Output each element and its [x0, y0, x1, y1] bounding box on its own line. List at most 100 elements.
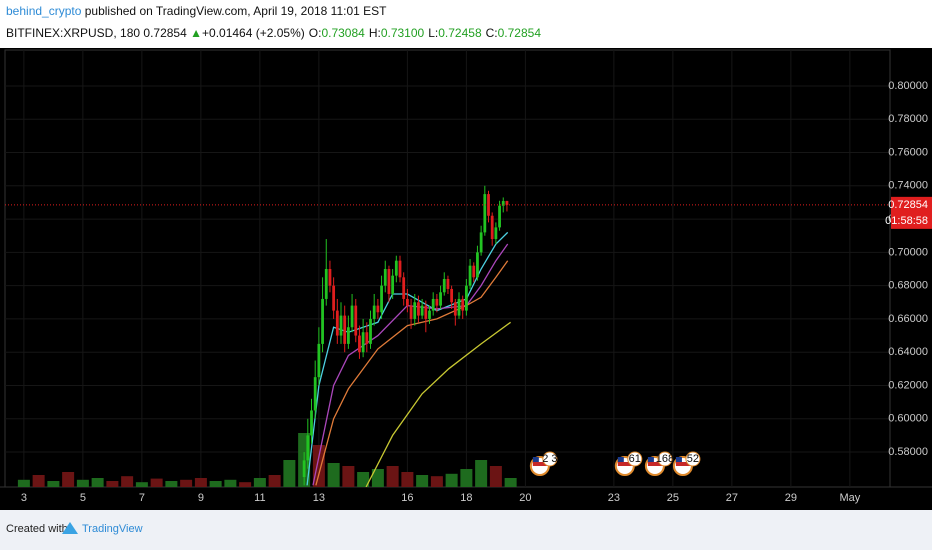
- event-count: 2 3: [542, 453, 557, 465]
- last-price: 0.72854: [143, 26, 187, 40]
- event-badge[interactable]: 61: [614, 451, 643, 476]
- volume-bar: [239, 482, 252, 487]
- volume-bar: [312, 445, 325, 487]
- candle-body: [483, 194, 487, 233]
- volume-bar: [445, 473, 458, 487]
- flag-stripe: [675, 462, 690, 466]
- volume-bar: [342, 466, 355, 487]
- x-tick-label: May: [839, 492, 860, 504]
- change: +0.01464 (+2.05%): [202, 26, 305, 40]
- x-tick-label: 20: [519, 492, 531, 504]
- x-tick-label: 5: [80, 492, 86, 504]
- volume-bar: [209, 481, 222, 487]
- candle-body: [446, 278, 450, 289]
- flag-stripe: [532, 462, 547, 466]
- volume-bar: [17, 479, 30, 487]
- candle-body: [490, 215, 494, 240]
- ohlc-label: C:: [486, 26, 498, 40]
- candle-body: [328, 268, 332, 286]
- y-tick-label: 0.62000: [888, 379, 928, 391]
- published: published on TradingView.com, April 19, …: [85, 4, 387, 18]
- price-tag: [891, 196, 932, 229]
- x-tick-label: 7: [139, 492, 145, 504]
- candle-body: [358, 335, 361, 353]
- publish-line: behind_crypto published on TradingView.c…: [6, 4, 387, 18]
- volume-bar: [327, 463, 340, 487]
- footer-text: Created with: [6, 523, 68, 535]
- candle-body: [501, 201, 505, 206]
- x-tick-label: 23: [608, 492, 620, 504]
- ohlc-value: 0.72458: [438, 26, 482, 40]
- author[interactable]: behind_crypto: [6, 4, 82, 18]
- event-badge[interactable]: 168: [644, 451, 674, 476]
- volume-bar: [475, 460, 488, 487]
- volume-bar: [224, 479, 237, 487]
- header-bg: [0, 0, 932, 48]
- candle-body: [343, 315, 347, 344]
- candle-body: [394, 260, 398, 276]
- logo-icon: [62, 522, 78, 534]
- x-tick-label: 29: [785, 492, 797, 504]
- flag-stripe: [647, 462, 662, 466]
- event-count: 168: [656, 453, 674, 465]
- tv-logo[interactable]: [62, 522, 78, 534]
- volume-bar: [121, 476, 134, 487]
- volume-bar: [180, 479, 193, 487]
- volume-bar: [357, 472, 370, 487]
- candle-body: [302, 460, 306, 478]
- event-count-bg: [657, 451, 673, 467]
- ohlc-label: H:: [369, 26, 381, 40]
- candle-body: [383, 268, 387, 286]
- candle-body: [420, 305, 424, 316]
- candle-body: [387, 268, 391, 294]
- candle-body: [324, 268, 328, 299]
- candle-body: [417, 302, 420, 316]
- flag-canton: [532, 457, 539, 462]
- candle-body: [369, 318, 372, 344]
- flag-canton: [617, 457, 624, 462]
- volume-bar: [253, 478, 266, 487]
- footer-brand[interactable]: TradingView: [82, 523, 143, 535]
- candle-body: [464, 285, 468, 311]
- ohlc-value: 0.72854: [498, 26, 542, 40]
- event-count: 52: [687, 453, 699, 465]
- candle-body: [313, 377, 317, 411]
- event-count-bg: [627, 451, 643, 467]
- volume-bar: [401, 472, 414, 487]
- symbol-line: BITFINEX:XRPUSD, 180 0.72854 ▲+0.01464 (…: [6, 26, 541, 40]
- event-badge[interactable]: 2 3: [529, 451, 558, 476]
- event-count-bg: [542, 451, 558, 467]
- candle-body: [310, 410, 313, 436]
- y-tick-label: 0.68000: [888, 280, 928, 292]
- volume-bar: [76, 479, 89, 487]
- candle-body: [431, 298, 435, 311]
- axes: 0.58000 0.60000 0.62000 0.64000 0.66000 0.680…: [21, 80, 932, 504]
- candle-body: [321, 298, 324, 344]
- candle-body: [461, 298, 465, 311]
- flag-canton: [647, 457, 654, 462]
- candle-body: [398, 260, 402, 278]
- volume-bar: [371, 469, 384, 487]
- candle-body: [468, 265, 472, 286]
- x-tick-label: 9: [198, 492, 204, 504]
- candle-body: [442, 278, 446, 293]
- volume-bar: [106, 481, 119, 487]
- volume-bar: [194, 478, 207, 487]
- candle-body: [317, 343, 321, 378]
- candle-body: [380, 285, 383, 313]
- candle-body: [361, 332, 365, 353]
- candle-body: [409, 305, 413, 319]
- x-tick-label: 11: [254, 492, 265, 504]
- y-tick-label: 0.58000: [888, 446, 928, 458]
- candle-body: [424, 305, 428, 319]
- arrow: ▲: [190, 26, 202, 40]
- candle-body: [376, 305, 380, 313]
- x-tick-label: 13: [313, 492, 325, 504]
- event-badge[interactable]: 52: [672, 451, 701, 476]
- x-tick-label: 18: [460, 492, 472, 504]
- ohlc-value: 0.73084: [321, 26, 365, 40]
- volume-bar: [283, 460, 296, 487]
- ohlc-label: O:: [309, 26, 322, 40]
